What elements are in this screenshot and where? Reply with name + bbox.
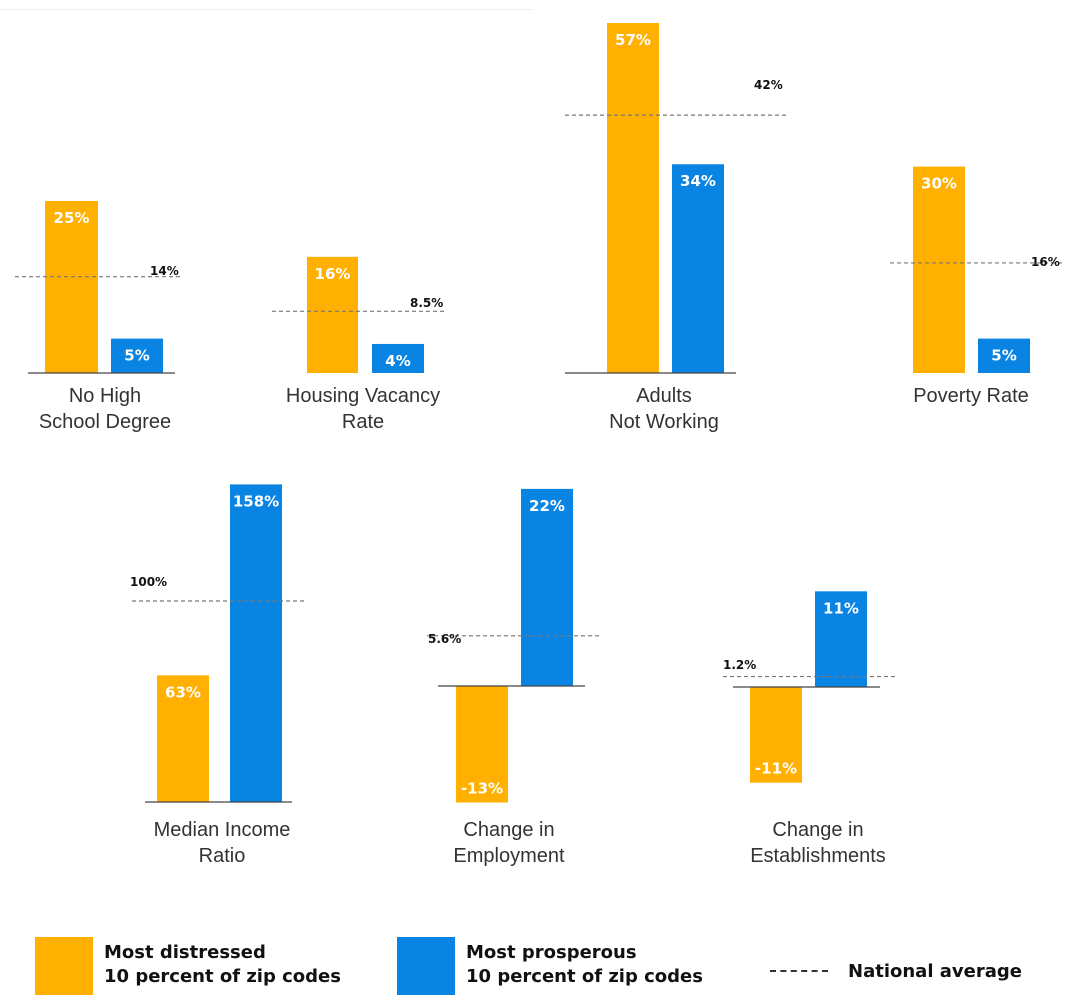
bar-adults-not-working-prosperous bbox=[672, 164, 724, 373]
bar-value-label-poverty-rate-distressed: 30% bbox=[921, 175, 957, 193]
bar-poverty-rate-prosperous bbox=[978, 338, 1030, 373]
bar-value-label-poverty-rate-prosperous: 5% bbox=[991, 347, 1016, 365]
bar-median-income-ratio-distressed bbox=[157, 675, 209, 802]
legend-national-dash bbox=[770, 970, 828, 972]
category-label-adults-not-working-line-2: Not Working bbox=[609, 411, 719, 433]
bar-adults-not-working-distressed bbox=[607, 23, 659, 374]
bar-change-in-establishments-prosperous bbox=[815, 591, 867, 687]
national-average-label-housing-vacancy-rate: 8.5% bbox=[410, 296, 443, 310]
category-label-change-in-establishments-line-2: Establishments bbox=[750, 845, 886, 867]
bar-value-label-adults-not-working-prosperous: 34% bbox=[680, 172, 716, 190]
bar-value-label-change-in-establishments-prosperous: 11% bbox=[823, 599, 859, 617]
category-label-median-income-ratio-line-1: Median Income bbox=[154, 819, 291, 841]
bar-housing-vacancy-rate-distressed bbox=[307, 256, 358, 373]
national-average-label-change-in-establishments: 1.2% bbox=[723, 658, 756, 672]
legend-swatch-distressed bbox=[35, 937, 93, 995]
bar-value-label-housing-vacancy-rate-prosperous: 4% bbox=[385, 352, 410, 370]
distress-prosperity-chart: 25% 5% 14% No High School Degree 16% 4% 8.5% Hou… bbox=[15, 23, 1063, 867]
national-average-label-adults-not-working: 42% bbox=[754, 78, 783, 92]
category-label-no-high-school-degree-line-2: School Degree bbox=[39, 411, 171, 433]
category-label-median-income-ratio-line-2: Ratio bbox=[199, 845, 246, 867]
bar-value-label-no-high-school-degree-prosperous: 5% bbox=[124, 347, 149, 365]
category-label-no-high-school-degree-line-1: No High bbox=[69, 385, 141, 407]
category-label-change-in-employment-line-2: Employment bbox=[453, 845, 565, 867]
bar-change-in-establishments-distressed bbox=[750, 687, 802, 783]
top-divider bbox=[0, 9, 532, 10]
bar-no-high-school-degree-distressed bbox=[45, 201, 98, 373]
national-average-label-median-income-ratio: 100% bbox=[130, 575, 167, 589]
bar-housing-vacancy-rate-prosperous bbox=[372, 343, 424, 373]
bar-median-income-ratio-prosperous bbox=[230, 484, 282, 802]
legend-label-prosperous: Most prosperous 10 percent of zip codes bbox=[466, 942, 703, 987]
bar-value-label-change-in-employment-distressed: -13% bbox=[461, 779, 503, 797]
category-label-change-in-employment-line-1: Change in bbox=[463, 819, 554, 841]
legend-swatch-prosperous bbox=[397, 937, 455, 995]
category-label-housing-vacancy-rate-line-2: Rate bbox=[342, 411, 384, 433]
category-label-poverty-rate-line-1: Poverty Rate bbox=[913, 385, 1029, 407]
national-average-label-no-high-school-degree: 14% bbox=[150, 264, 179, 278]
bar-value-label-change-in-employment-prosperous: 22% bbox=[529, 497, 565, 515]
national-average-label-poverty-rate: 16% bbox=[1031, 255, 1060, 269]
category-label-change-in-establishments-line-1: Change in bbox=[772, 819, 863, 841]
bar-value-label-change-in-establishments-distressed: -11% bbox=[755, 760, 797, 778]
legend-label-distressed: Most distressed 10 percent of zip codes bbox=[104, 942, 341, 987]
bar-value-label-median-income-ratio-distressed: 63% bbox=[165, 683, 201, 701]
bar-change-in-employment-distressed bbox=[456, 686, 508, 803]
bar-no-high-school-degree-prosperous bbox=[111, 338, 163, 373]
bar-value-label-housing-vacancy-rate-distressed: 16% bbox=[315, 265, 351, 283]
bar-value-label-median-income-ratio-prosperous: 158% bbox=[233, 492, 279, 510]
bar-value-label-adults-not-working-distressed: 57% bbox=[615, 31, 651, 49]
category-label-adults-not-working-line-1: Adults bbox=[636, 385, 692, 407]
bar-change-in-employment-prosperous bbox=[521, 488, 573, 686]
legend: Most distressed 10 percent of zip codes … bbox=[0, 937, 1066, 995]
legend-label-national: National average bbox=[848, 961, 1022, 982]
category-label-housing-vacancy-rate-line-1: Housing Vacancy bbox=[286, 385, 440, 407]
bar-poverty-rate-distressed bbox=[913, 166, 965, 373]
national-average-label-change-in-employment: 5.6% bbox=[428, 632, 461, 646]
bar-value-label-no-high-school-degree-distressed: 25% bbox=[54, 209, 90, 227]
